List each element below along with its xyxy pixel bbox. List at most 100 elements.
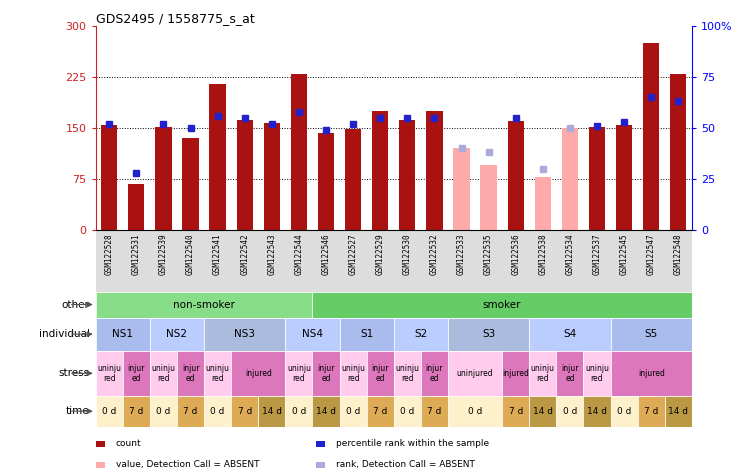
Bar	[529, 351, 556, 396]
Bar	[150, 318, 204, 351]
Text: GSM122542: GSM122542	[240, 233, 250, 274]
Bar	[399, 120, 415, 230]
Text: 14 d: 14 d	[316, 407, 336, 416]
Bar	[231, 351, 286, 396]
Text: stress: stress	[59, 368, 90, 378]
Text: uninju
red: uninju red	[205, 364, 230, 383]
Bar	[210, 84, 226, 230]
Text: GSM122545: GSM122545	[620, 233, 629, 274]
Text: percentile rank within the sample: percentile rank within the sample	[336, 439, 489, 448]
Bar	[286, 351, 313, 396]
Bar	[611, 396, 637, 427]
Text: 0 d: 0 d	[156, 407, 171, 416]
Text: 0 d: 0 d	[617, 407, 631, 416]
Text: non-smoker: non-smoker	[173, 300, 235, 310]
Text: 0 d: 0 d	[346, 407, 361, 416]
Bar	[584, 396, 611, 427]
Text: uninjured: uninjured	[457, 369, 493, 378]
Text: 14 d: 14 d	[262, 407, 282, 416]
Bar	[394, 351, 421, 396]
Text: GSM122541: GSM122541	[213, 233, 222, 274]
Bar	[128, 184, 144, 230]
Text: GSM122546: GSM122546	[322, 233, 330, 274]
Bar	[96, 351, 123, 396]
Bar	[665, 396, 692, 427]
Bar	[556, 396, 584, 427]
Bar	[339, 351, 367, 396]
Bar	[584, 351, 611, 396]
Bar	[183, 138, 199, 230]
Bar	[291, 73, 307, 230]
Text: GSM122528: GSM122528	[105, 233, 114, 274]
Text: 14 d: 14 d	[533, 407, 553, 416]
Text: NS4: NS4	[302, 329, 323, 339]
Bar	[448, 396, 502, 427]
Text: GSM122543: GSM122543	[267, 233, 276, 274]
Bar	[534, 177, 551, 230]
Bar	[123, 351, 150, 396]
Text: NS3: NS3	[234, 329, 255, 339]
Text: GSM122534: GSM122534	[565, 233, 574, 274]
Bar	[101, 125, 117, 230]
Text: injured: injured	[638, 369, 665, 378]
Bar	[236, 120, 253, 230]
Text: GSM122548: GSM122548	[673, 233, 683, 274]
Bar	[643, 43, 659, 230]
Text: 0 d: 0 d	[210, 407, 224, 416]
Text: rank, Detection Call = ABSENT: rank, Detection Call = ABSENT	[336, 461, 475, 469]
Text: value, Detection Call = ABSENT: value, Detection Call = ABSENT	[116, 461, 259, 469]
Bar	[286, 396, 313, 427]
Text: uninju
red: uninju red	[531, 364, 555, 383]
Bar	[556, 351, 584, 396]
Bar	[529, 396, 556, 427]
Text: injur
ed: injur ed	[372, 364, 389, 383]
Bar	[204, 396, 231, 427]
Text: injur
ed: injur ed	[561, 364, 578, 383]
Text: GSM122544: GSM122544	[294, 233, 303, 274]
Text: uninju
red: uninju red	[152, 364, 175, 383]
Text: 7 d: 7 d	[373, 407, 387, 416]
Text: 7 d: 7 d	[129, 407, 144, 416]
Text: 0 d: 0 d	[291, 407, 306, 416]
Bar	[177, 351, 204, 396]
Text: GSM122529: GSM122529	[375, 233, 385, 274]
Bar	[670, 73, 687, 230]
Text: injured: injured	[502, 369, 529, 378]
Text: 0 d: 0 d	[400, 407, 414, 416]
Bar	[150, 351, 177, 396]
Text: injur
ed: injur ed	[317, 364, 335, 383]
Text: S4: S4	[563, 329, 576, 339]
Text: GSM122533: GSM122533	[457, 233, 466, 274]
Text: S1: S1	[360, 329, 373, 339]
Text: GSM122536: GSM122536	[512, 233, 520, 274]
Bar	[177, 396, 204, 427]
Text: 7 d: 7 d	[183, 407, 198, 416]
Text: NS2: NS2	[166, 329, 188, 339]
Bar	[96, 292, 313, 318]
Bar	[155, 127, 171, 230]
Bar	[453, 148, 470, 230]
Text: GSM122530: GSM122530	[403, 233, 412, 274]
Bar	[286, 318, 339, 351]
Text: individual: individual	[39, 329, 90, 339]
Bar	[394, 318, 448, 351]
Bar	[508, 121, 524, 230]
Bar	[589, 127, 605, 230]
Text: 14 d: 14 d	[668, 407, 688, 416]
Bar	[96, 396, 123, 427]
Bar	[372, 111, 389, 230]
Bar	[258, 396, 286, 427]
Bar	[529, 318, 611, 351]
Text: GSM122535: GSM122535	[484, 233, 493, 274]
Bar	[426, 111, 442, 230]
Text: GSM122532: GSM122532	[430, 233, 439, 274]
Bar	[204, 351, 231, 396]
Text: 0 d: 0 d	[102, 407, 116, 416]
Bar	[421, 351, 448, 396]
Text: 0 d: 0 d	[563, 407, 577, 416]
Text: GSM122531: GSM122531	[132, 233, 141, 274]
Text: 0 d: 0 d	[468, 407, 482, 416]
Bar	[502, 351, 529, 396]
Text: other: other	[62, 300, 90, 310]
Bar	[313, 396, 339, 427]
